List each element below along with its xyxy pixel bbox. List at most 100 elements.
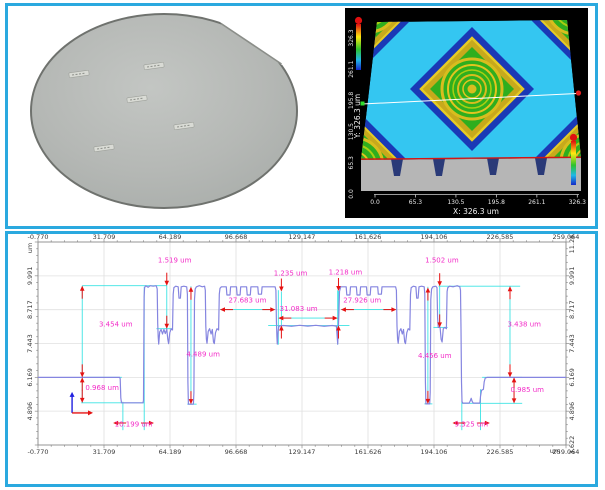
measurement-label: 10.199 um [115, 420, 153, 428]
y-tick-label-left: 8.717 [26, 300, 34, 319]
x-tick-label-3d: 326.3 [569, 199, 586, 206]
y-axis-3d-tick-labels: 0.0 65.3 130.5 195.8 261.1 326.3 [348, 29, 355, 199]
measurement-label: 31.083 um [280, 305, 318, 313]
measurement-label: 3.438 um [507, 321, 541, 329]
y-axis-3d-title: Y: 326.3 um [353, 94, 362, 139]
y-tick-label-left: 4.896 [26, 402, 34, 421]
measurement: 3.438 um [507, 286, 541, 378]
y-axis-unit-label: um [26, 243, 34, 253]
color-scale-bar-top [356, 24, 361, 70]
wafer-flat-cutout [220, 12, 296, 65]
x-tick-label-bottom: 226.585 [487, 448, 514, 456]
die-mark [143, 61, 165, 71]
x-tick-label-top: 129.147 [289, 234, 316, 241]
surface-3d-scene [361, 20, 581, 160]
x-axis-3d-title: X: 326.3 um [453, 207, 499, 216]
axis-ticks [34, 238, 570, 449]
x-tick-label-bottom: -0.770 [28, 448, 49, 456]
y-tick-label-left: 6.169 [26, 368, 34, 387]
corner-structure-bl [361, 108, 413, 160]
x-tick-label-top: 31.709 [93, 234, 116, 241]
x-axis-3d-tick-labels: 0.0 65.3 130.5 195.8 261.1 326.3 [370, 199, 586, 206]
wafer-flat-edge [220, 22, 282, 65]
measurement: 31.083 um [278, 305, 338, 321]
measurement-label: 27.683 um [228, 297, 266, 305]
x-tick-label-top: 96.668 [225, 234, 248, 241]
measurement: 4.456 um [418, 287, 452, 404]
x-tick-label-bottom: 259.064 [553, 448, 580, 456]
center-structure [410, 27, 534, 151]
measurement-label: 9.325 um [455, 420, 489, 428]
measurement: 0.968 um [79, 377, 119, 403]
measurement: 9.325 um [452, 420, 490, 428]
color-scale-ball-bottom [569, 133, 578, 142]
wafer-disc [30, 13, 298, 209]
measurement-label: 0.968 um [85, 384, 119, 392]
die-mark [93, 143, 115, 153]
axis-tick-labels: -0.770 -0.770 31.709 31.709 64.189 64.189 96.6… [26, 234, 579, 456]
y-tick-label-left: 7.443 [26, 334, 34, 353]
x-axis-unit-label: um [550, 447, 560, 455]
front-cut-face [361, 158, 581, 191]
x-tick-label-3d: 195.8 [488, 199, 505, 206]
x-tick-label-bottom: 64.189 [159, 448, 182, 456]
measurement: 10.199 um [113, 420, 154, 428]
profile-chart: -0.770 -0.770 31.709 31.709 64.189 64.189 96.6… [26, 234, 579, 456]
x-tick-label-bottom: 31.709 [93, 448, 116, 456]
y-tick-label-right: 11.265 [568, 234, 576, 253]
cross-section-start-marker [360, 101, 365, 106]
y-tick-label-3d: 326.3 [348, 29, 355, 46]
x-tick-label-top: 161.626 [355, 234, 382, 241]
front-face-notches [391, 158, 547, 176]
measurement-label: 3.454 um [99, 321, 133, 329]
top-panel: 0.0 65.3 130.5 195.8 261.1 326.3 0.0 65.3 130.5… [5, 3, 598, 229]
y-tick-label-3d: 261.1 [348, 60, 355, 77]
wafer-photo [30, 12, 298, 209]
x-tick-label-bottom: 96.668 [225, 448, 248, 456]
measurement-annotations: 3.454 um 0.968 um 10.199 um 1.519 um 4.489 u… [79, 256, 544, 428]
y-tick-label-right: 8.717 [568, 300, 576, 319]
y-tick-label-3d: 0.0 [348, 189, 355, 199]
x-tick-label-3d: 130.5 [447, 199, 464, 206]
front-edge-red-line [360, 156, 582, 160]
y-tick-label-right: 6.169 [568, 368, 576, 387]
die-mark [126, 94, 148, 104]
measurement-label: 0.985 um [510, 386, 544, 394]
measurement-label: 1.235 um [274, 270, 308, 278]
profile-chart-panel: -0.770 -0.770 31.709 31.709 64.189 64.189 96.6… [5, 231, 598, 487]
color-scale-bar-bottom [571, 141, 576, 185]
x-tick-label-3d: 261.1 [528, 199, 545, 206]
y-tick-label-3d: 65.3 [348, 156, 355, 170]
x-tick-label-top: 64.189 [159, 234, 182, 241]
y-tick-label-right: 7.443 [568, 334, 576, 353]
y-tick-label-3d: 130.5 [348, 123, 355, 140]
measurement: 1.519 um [158, 256, 192, 329]
measurement: 27.926 um [340, 297, 397, 312]
measurement: 4.489 um [186, 286, 220, 405]
measurement: 1.235 um [274, 270, 308, 339]
x-tick-label-3d: 0.0 [370, 199, 380, 206]
measurement-label: 4.456 um [418, 352, 452, 360]
die-mark [173, 121, 195, 131]
x-tick-label-3d: 65.3 [409, 199, 423, 206]
surface-3d-view: 0.0 65.3 130.5 195.8 261.1 326.3 0.0 65.3 130.5… [345, 8, 588, 218]
y-tick-label-3d: 195.8 [348, 92, 355, 109]
measurement-label: 4.489 um [186, 351, 220, 359]
y-tick-label-left: 9.991 [26, 267, 34, 286]
x-tick-label-bottom: 194.106 [421, 448, 448, 456]
x-tick-label-top: 259.064 [553, 234, 580, 241]
measurement: 1.218 um [329, 269, 363, 339]
color-scale-ball-top [354, 16, 363, 25]
measurement: 3.454 um [79, 285, 133, 378]
measurement-label: 1.218 um [329, 269, 363, 277]
measurement: 0.985 um [510, 377, 544, 404]
profile-line [38, 285, 566, 405]
measurement-label: 1.502 um [425, 256, 459, 264]
cross-section-line [361, 93, 578, 105]
y-tick-label-right: 9.991 [568, 267, 576, 286]
y-tick-label-right: 3.622 [568, 436, 576, 455]
x-axis-3d-ticks [374, 194, 578, 198]
x-tick-label-bottom: 161.626 [355, 448, 382, 456]
origin-marker [69, 391, 94, 416]
